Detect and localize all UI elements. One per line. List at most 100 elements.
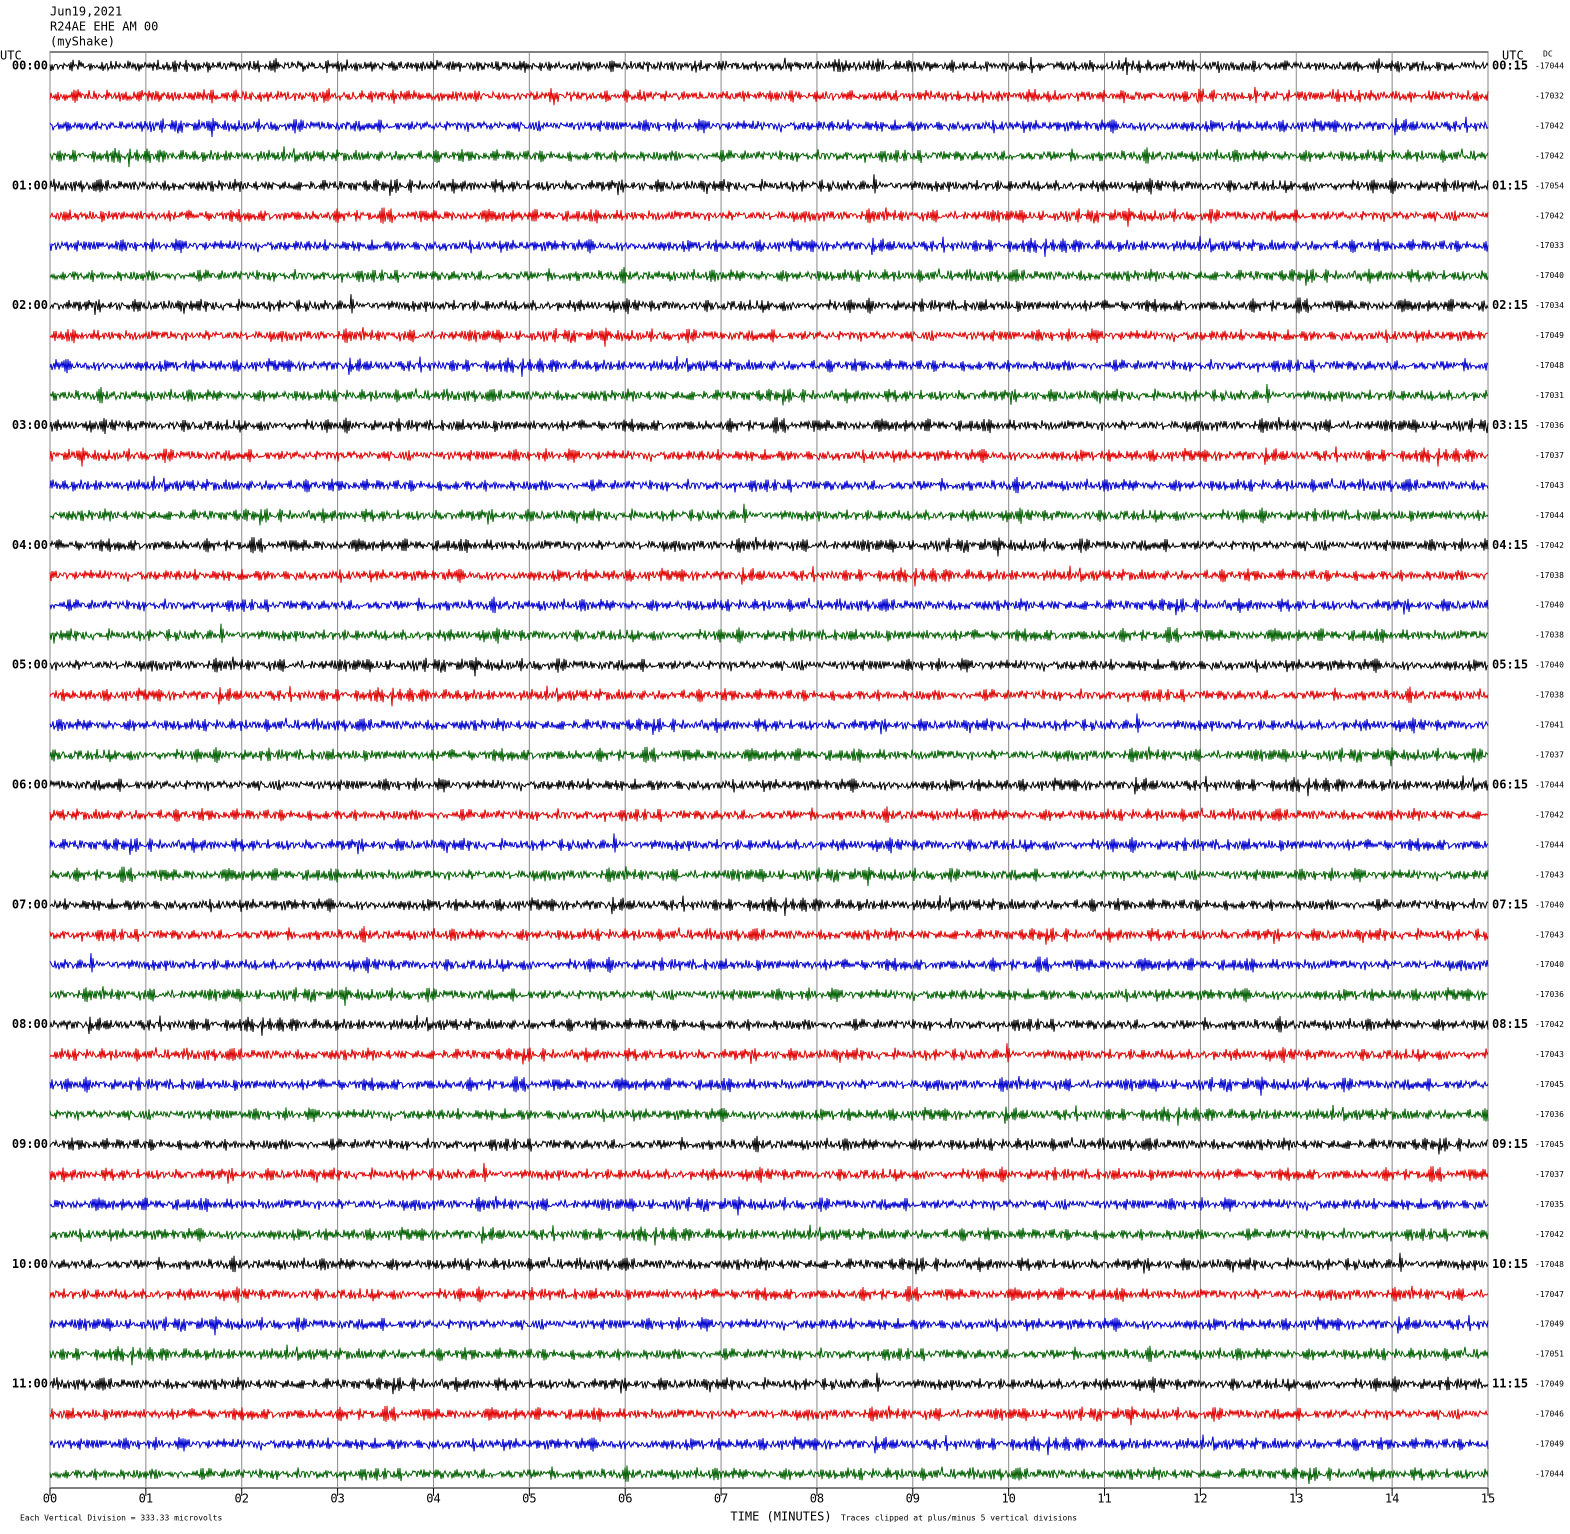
dc-offset: -17044 [1535,511,1564,520]
dc-offset: -17043 [1535,1050,1564,1059]
dc-offset: -17040 [1535,661,1564,670]
dc-offset: -17047 [1535,1290,1564,1299]
dc-offset: -17042 [1535,1230,1564,1239]
scale-note: Each Vertical Division = 333.33 microvol… [20,1514,222,1523]
left-time-label: 11:00 [12,1377,48,1391]
dc-offset: -17036 [1535,421,1564,430]
trace [49,1252,1489,1275]
right-time-label: 06:15 [1492,777,1528,791]
dc-offset: -17049 [1535,331,1564,340]
dc-offset: -17054 [1535,181,1564,190]
trace [49,1405,1489,1426]
x-tick-label: 00 [43,1492,57,1506]
left-time-label: 10:00 [12,1257,48,1271]
dc-offset: -17049 [1535,1440,1564,1449]
dc-offset: -17049 [1535,1380,1564,1389]
trace [49,746,1489,767]
dc-offset: -17043 [1535,481,1564,490]
dc-offset: -17040 [1535,271,1564,280]
dc-offset: -17036 [1535,1110,1564,1119]
dc-offset: -17041 [1535,721,1564,730]
x-tick-label: 01 [139,1492,153,1506]
left-time-label: 09:00 [12,1137,48,1151]
trace [49,236,1489,257]
right-time-label: 09:15 [1492,1137,1528,1151]
trace [49,685,1489,707]
trace [49,623,1489,644]
right-time-label: 10:15 [1492,1257,1528,1271]
x-tick-label: 09 [906,1492,920,1506]
trace [49,56,1489,76]
trace [49,713,1489,736]
x-tick-label: 12 [1193,1492,1207,1506]
clip-note: Traces clipped at plus/minus 5 vertical … [841,1514,1077,1523]
trace [49,1043,1489,1065]
trace [49,327,1489,347]
right-time-label: 11:15 [1492,1377,1528,1391]
left-axis-label: UTC [0,49,22,63]
trace [49,417,1489,435]
trace [49,775,1489,797]
dc-offset: -17038 [1535,631,1564,640]
dc-offset: -17036 [1535,990,1564,999]
right-time-label: 05:15 [1492,658,1528,672]
dc-offset: -17044 [1535,1470,1564,1479]
left-time-label: 03:00 [12,418,48,432]
dc-offset: -17040 [1535,960,1564,969]
dc-offset: -17044 [1535,62,1564,71]
x-tick-label: 07 [714,1492,728,1506]
title-line: Jun19,2021 [50,5,122,19]
trace [49,926,1489,945]
dc-offset: -17038 [1535,691,1564,700]
dc-offset: -17031 [1535,391,1564,400]
dc-offset: -17043 [1535,870,1564,879]
trace [49,116,1489,138]
left-time-label: 06:00 [12,777,48,791]
title-line: R24AE EHE AM 00 [50,20,158,34]
dc-offset: -17045 [1535,1080,1564,1089]
trace [49,895,1489,917]
trace [49,806,1489,823]
left-time-label: 00:00 [12,59,48,73]
dc-offset: -17032 [1535,91,1564,100]
trace [49,503,1489,526]
x-tick-label: 03 [330,1492,344,1506]
left-time-label: 07:00 [12,897,48,911]
dc-offset: -17037 [1535,451,1564,460]
left-time-label: 04:00 [12,538,48,552]
trace [49,355,1489,377]
trace [49,86,1489,106]
x-tick-label: 02 [235,1492,249,1506]
trace [49,267,1489,286]
x-tick-label: 06 [618,1492,632,1506]
left-time-label: 02:00 [12,298,48,312]
trace [49,866,1489,887]
trace [49,1344,1489,1366]
dc-offset: -17042 [1535,121,1564,130]
dc-offset: -17042 [1535,541,1564,550]
trace [49,565,1489,587]
trace [49,1372,1489,1395]
trace [49,475,1489,494]
x-tick-label: 08 [810,1492,824,1506]
trace [49,174,1489,196]
dc-offset: -17034 [1535,301,1564,310]
trace [49,1015,1489,1036]
right-time-label: 04:15 [1492,538,1528,552]
dc-offset: -17038 [1535,571,1564,580]
x-tick-label: 10 [1001,1492,1015,1506]
right-time-label: 03:15 [1492,418,1528,432]
x-tick-label: 14 [1385,1492,1399,1506]
trace [49,446,1489,467]
trace [49,596,1489,616]
trace [49,294,1489,315]
dc-offset: -17048 [1535,1260,1564,1269]
dc-offset: -17042 [1535,151,1564,160]
dc-offset: -17044 [1535,780,1564,789]
dc-offset: -17035 [1535,1200,1564,1209]
x-tick-label: 04 [426,1492,440,1506]
dc-offset: -17037 [1535,751,1564,760]
dc-offset: -17042 [1535,810,1564,819]
